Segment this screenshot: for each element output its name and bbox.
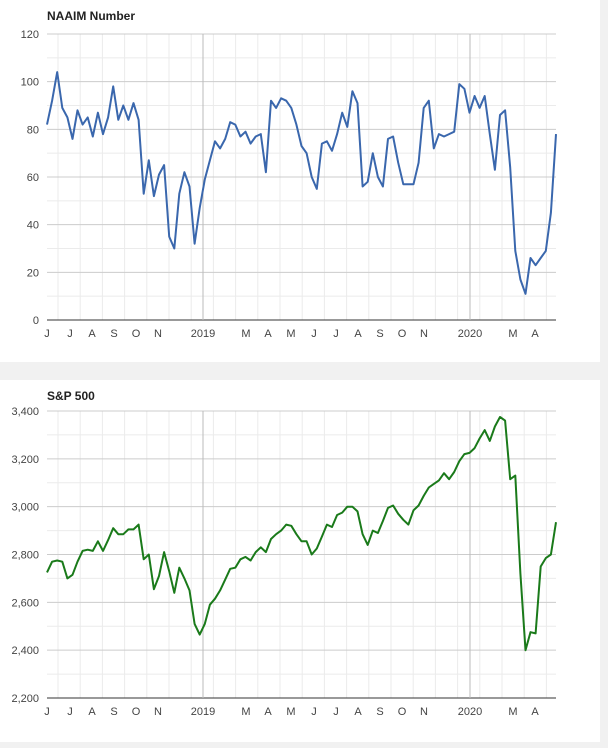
sp500-x-tick-label: O [132,706,141,718]
sp500-series-line [46,416,557,652]
sp500-y-tick-label: 3,000 [11,502,39,514]
naaim-x-tick-label: M [286,328,295,340]
naaim-series-line [46,71,557,295]
naaim-x-tick-label: M [508,328,517,340]
naaim-y-tick-label: 100 [21,77,39,89]
naaim-x-tick-label: J [44,328,50,340]
naaim-x-tick-label: A [88,328,96,340]
sp500-x-tick-label: 2020 [458,706,482,718]
sp500-x-tick-label: N [420,706,428,718]
naaim-y-tick-label: 60 [27,172,39,184]
sp500-x-tick-label: A [264,706,272,718]
naaim-x-tick-label: O [398,328,407,340]
naaim-x-tick-label: O [132,328,141,340]
sp500-x-tick-label: J [311,706,317,718]
sp500-y-tick-label: 3,400 [11,406,39,418]
naaim-y-tick-label: 80 [27,124,39,136]
sp500-x-tick-label: J [333,706,339,718]
naaim-y-tick-label: 120 [21,29,39,41]
naaim-x-tick-label: A [354,328,362,340]
naaim-y-tick-label: 20 [27,267,39,279]
naaim-x-tick-label: J [333,328,339,340]
sp500-x-tick-label: A [88,706,96,718]
naaim-x-tick-label: A [531,328,539,340]
naaim-x-tick-label: 2019 [191,328,215,340]
sp500-x-tick-label: O [398,706,407,718]
sp500-x-tick-label: M [241,706,250,718]
naaim-x-tick-label: 2020 [458,328,482,340]
naaim-x-tick-label: N [154,328,162,340]
naaim-y-tick-label: 40 [27,220,39,232]
sp500-y-tick-label: 2,600 [11,597,39,609]
sp500-x-tick-label: A [354,706,362,718]
sp500-x-tick-label: A [531,706,539,718]
sp500-y-tick-label: 2,200 [11,693,39,705]
naaim-x-tick-label: M [241,328,250,340]
sp500-x-tick-label: M [286,706,295,718]
sp500-x-tick-label: 2019 [191,706,215,718]
naaim-x-tick-label: N [420,328,428,340]
naaim-y-tick-label: 0 [33,315,39,327]
sp500-chart-panel: S&P 500 2,200 2,400 2,600 2,800 3,000 3,200 3,… [0,380,600,742]
naaim-chart: 0 20 40 60 80 100 120 J J A S O N 2019 M A M J J A S O N 2020 M A [21,29,557,340]
sp500-x-tick-label: M [508,706,517,718]
sp500-y-tick-label: 2,800 [11,550,39,562]
sp500-x-tick-label: J [67,706,73,718]
naaim-x-tick-label: S [376,328,383,340]
naaim-x-tick-label: J [311,328,317,340]
sp500-y-tick-label: 3,200 [11,454,39,466]
naaim-x-tick-label: A [264,328,272,340]
naaim-x-tick-label: J [67,328,73,340]
sp500-chart-title: S&P 500 [47,389,95,403]
naaim-chart-title: NAAIM Number [47,9,136,23]
sp500-y-tick-label: 2,400 [11,645,39,657]
sp500-x-tick-label: J [44,706,50,718]
sp500-x-tick-label: N [154,706,162,718]
naaim-chart-panel: NAAIM Number 0 20 40 60 80 100 120 J J A S O N 2019 M A… [0,0,600,362]
sp500-chart: 2,200 2,400 2,600 2,800 3,000 3,200 3,400 J J A S O… [11,406,557,718]
sp500-x-tick-label: S [110,706,117,718]
sp500-x-tick-label: S [376,706,383,718]
naaim-x-tick-label: S [110,328,117,340]
